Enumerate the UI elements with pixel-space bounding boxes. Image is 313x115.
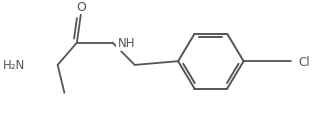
Text: NH: NH: [117, 37, 135, 50]
Text: Cl: Cl: [299, 55, 310, 68]
Text: H₂N: H₂N: [3, 59, 25, 72]
Text: O: O: [76, 1, 86, 14]
